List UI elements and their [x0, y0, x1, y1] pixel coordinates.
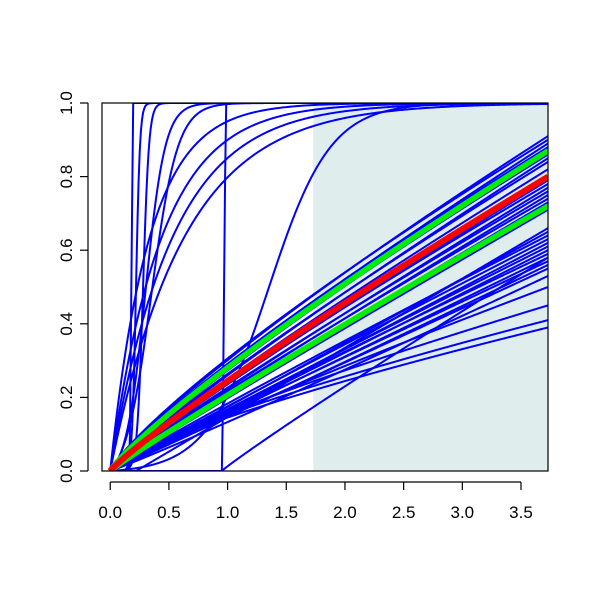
- x-tick-label: 3.5: [509, 503, 533, 522]
- sample-curve-32: [109, 238, 548, 471]
- x-tick-label: 1.0: [216, 503, 240, 522]
- sample-curve-18: [109, 161, 548, 471]
- x-tick-label: 2.0: [333, 503, 357, 522]
- sample-curve-31: [109, 234, 548, 471]
- plot-frame: [101, 102, 549, 472]
- sample-curve-12: [109, 138, 548, 471]
- y-axis: 0.0 0.2 0.4 0.6 0.8 1.0: [57, 91, 89, 483]
- sample-curve-46: [110, 227, 548, 471]
- y-tick-label: 0.2: [57, 386, 76, 410]
- sample-curve-45: [109, 326, 548, 471]
- sample-curve-3: [109, 103, 548, 471]
- sample-curve-7: [109, 103, 548, 471]
- x-axis: 0.0 0.5 1.0 1.5 2.0 2.5 3.0 3.5: [98, 481, 533, 522]
- sample-curve-24: [109, 190, 548, 471]
- x-tick-label: 1.5: [274, 503, 298, 522]
- sample-curve-47: [110, 256, 548, 471]
- y-tick-label: 0.6: [57, 238, 76, 262]
- y-tick-label: 1.0: [57, 91, 76, 115]
- x-tick-label: 0.0: [98, 503, 122, 522]
- band-curve-48: [107, 148, 548, 471]
- central-curve-50: [107, 174, 548, 471]
- sample-curve-44: [109, 319, 548, 471]
- y-tick-label: 0.8: [57, 165, 76, 189]
- y-tick-label: 0.0: [57, 459, 76, 483]
- x-tick-label: 3.0: [451, 503, 475, 522]
- curves-layer: [107, 103, 548, 471]
- y-tick-label: 0.4: [57, 312, 76, 336]
- band-curve-49: [108, 203, 548, 471]
- sample-curve-4: [109, 103, 548, 471]
- x-tick-label: 2.5: [392, 503, 416, 522]
- x-tick-label: 0.5: [157, 503, 181, 522]
